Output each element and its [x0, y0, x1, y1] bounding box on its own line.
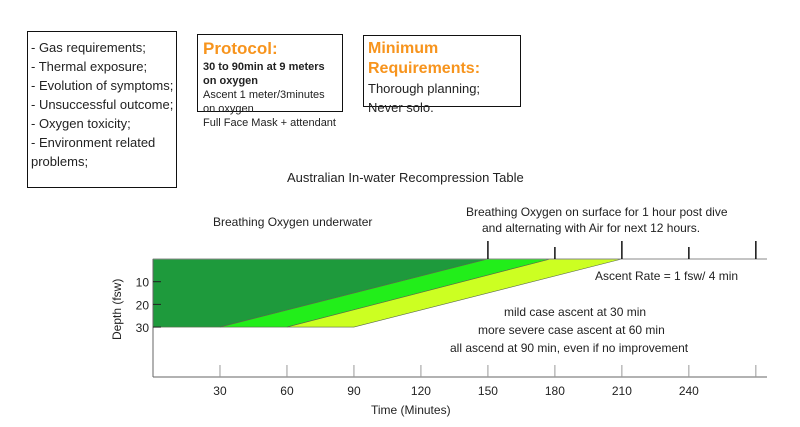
- minimum-line: Never solo.: [368, 100, 434, 115]
- list-item: - Thermal exposure;: [31, 59, 148, 74]
- annotation-note-1: mild case ascent at 30 min: [504, 305, 646, 319]
- annotation-note-3: all ascend at 90 min, even if no improve…: [450, 341, 689, 355]
- y-tick-label: 30: [136, 321, 150, 335]
- x-tick-label: 210: [612, 384, 632, 398]
- x-tick-label: 120: [411, 384, 431, 398]
- minimum-title: Minimum Requirements:: [368, 40, 481, 77]
- protocol-title: Protocol:: [203, 39, 278, 58]
- considerations-box: - Gas requirements; - Thermal exposure; …: [27, 31, 177, 188]
- protocol-box: Protocol: 30 to 90min at 9 meters on oxy…: [197, 34, 343, 129]
- x-tick-label: 90: [347, 384, 361, 398]
- annotation-ascent-rate: Ascent Rate = 1 fsw/ 4 min: [595, 269, 738, 283]
- protocol-line: 30 to 90min at 9 meters on oxygen: [203, 61, 325, 87]
- x-axis-label: Time (Minutes): [371, 403, 451, 417]
- x-tick-label: 30: [213, 384, 227, 398]
- annotation-underwater: Breathing Oxygen underwater: [213, 215, 372, 229]
- list-item: - Evolution of symptoms;: [31, 78, 174, 93]
- list-item: - Oxygen toxicity;: [31, 116, 131, 131]
- list-item: - Gas requirements;: [31, 40, 146, 55]
- x-tick-label: 60: [280, 384, 294, 398]
- list-item: - Unsuccessful outcome;: [31, 97, 174, 112]
- protocol-line: Ascent 1 meter/3minutes on oxygen: [203, 89, 325, 115]
- y-tick-label: 10: [136, 276, 150, 290]
- y-tick-label: 20: [136, 298, 150, 312]
- annotation-surface-1: Breathing Oxygen on surface for 1 hour p…: [466, 205, 728, 219]
- x-tick-label: 180: [545, 384, 565, 398]
- protocol-line: Full Face Mask + attendant: [203, 117, 336, 129]
- annotation-surface-2: and alternating with Air for next 12 hou…: [482, 221, 700, 235]
- minimum-line: Thorough planning;: [368, 81, 481, 96]
- minimum-requirements-box: Minimum Requirements: Thorough planning;…: [363, 35, 521, 115]
- x-tick-label: 240: [679, 384, 699, 398]
- chart-title: Australian In-water Recompression Table: [287, 170, 524, 185]
- x-tick-label: 150: [478, 384, 498, 398]
- list-item: - Environment related problems;: [31, 135, 156, 169]
- y-axis-label: Depth (fsw): [110, 279, 124, 340]
- annotation-note-2: more severe case ascent at 60 min: [478, 323, 665, 337]
